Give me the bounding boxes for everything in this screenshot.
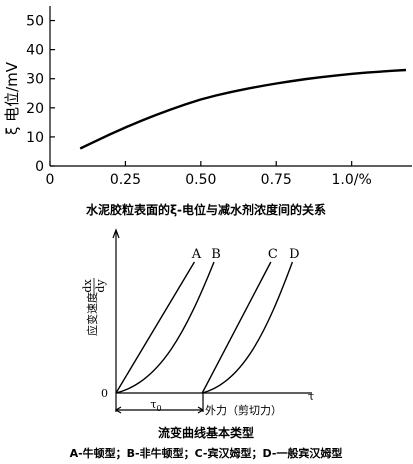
fraction-denominator: dy (94, 279, 107, 293)
y-tick-label: 30 (26, 72, 44, 88)
y-axis-label: 应变速度 (85, 292, 99, 336)
zeta-curve-line (79, 68, 407, 150)
series-line-a (115, 261, 196, 394)
x-tick-label: 1.0/% (332, 172, 372, 188)
series-label-b: B (211, 247, 221, 262)
x-axis-label: 外力（剪切力） (205, 403, 282, 417)
fraction-numerator: dx (81, 279, 94, 293)
series-label-c: C (268, 247, 278, 262)
x-tick-label: 0.50 (185, 172, 216, 188)
yield-subscript: 0 (157, 404, 162, 413)
y-tick-label: 20 (26, 101, 44, 117)
y-axis-arrow-icon (112, 228, 120, 239)
series-line-c (201, 261, 272, 394)
x-tick-label: 0.75 (261, 172, 292, 188)
zeta-potential-chart: 0 10 20 30 40 50 0 0.25 0.50 0.75 1.0/% ξ 电位/mV 水… (3, 6, 412, 217)
y-axis-label: ξ 电位/mV (3, 61, 21, 135)
y-axis-fraction: dx dy (81, 278, 107, 294)
x-axis-symbol: τ (308, 390, 314, 403)
yield-stress-label: τ0 (150, 398, 161, 413)
series-label-d: D (289, 247, 299, 262)
origin-label: 0 (101, 387, 108, 400)
yield-arrow-right-icon (197, 406, 205, 414)
y-tick-label: 0 (35, 159, 44, 175)
x-tick-label: 0.25 (110, 172, 141, 188)
y-tick-label: 10 (26, 130, 44, 146)
chart-title: 流变曲线基本类型 (158, 425, 254, 440)
series-line-b (115, 261, 215, 394)
chart-title: 水泥胶粒表面的ξ-电位与减水剂浓度间的关系 (86, 202, 326, 217)
y-tick-label: 50 (26, 14, 44, 30)
chart-subtitle: A-牛顿型；B-非牛顿型；C-宾汉姆型；D-一般宾汉姆型 (70, 446, 343, 460)
series-line-d (202, 261, 294, 394)
x-tick-label: 0 (46, 172, 55, 188)
series-label-a: A (191, 247, 202, 262)
yield-arrow-left-icon (114, 406, 122, 414)
y-tick-label: 40 (26, 43, 44, 59)
